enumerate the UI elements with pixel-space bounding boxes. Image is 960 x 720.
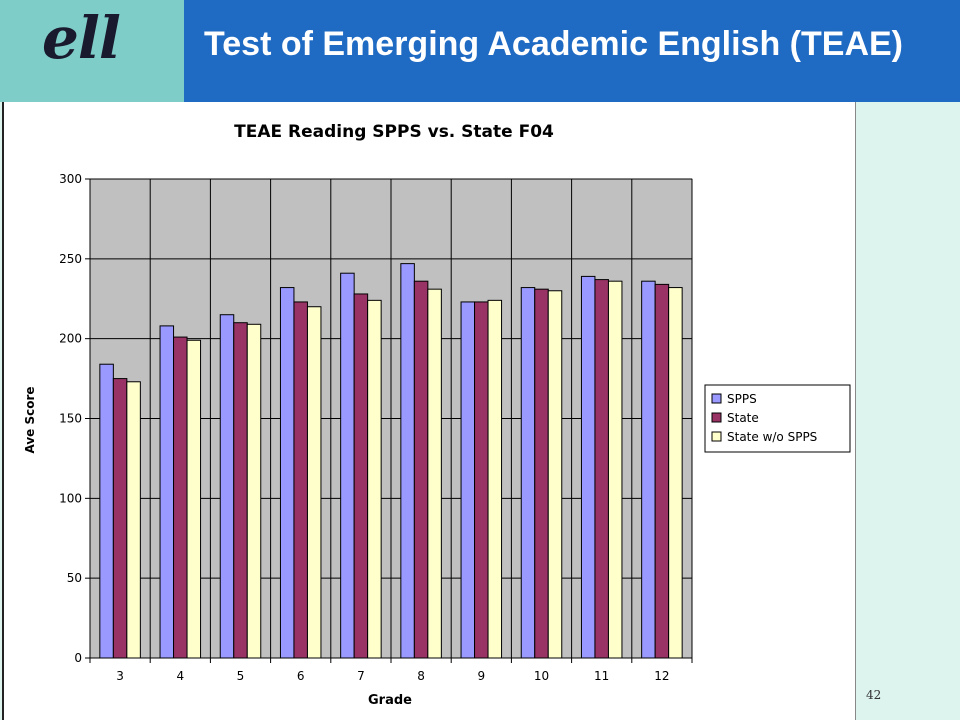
bar-spps-grade-3 — [99, 363, 114, 659]
bar-spps-grade-10 — [520, 287, 536, 659]
y-tick-label: 50 — [67, 571, 82, 585]
plot-area: 0 50 100 150 200 250 300 3 4 5 6 7 8 9 10 11 12 — [59, 172, 693, 683]
bar-state-w-o-spps-grade-12 — [668, 287, 683, 659]
legend-swatch — [711, 393, 722, 404]
bar-chart: TEAE Reading SPPS vs. State F04 0 50 100 15… — [23, 122, 851, 708]
bar-spps-grade-8 — [400, 263, 415, 659]
bar-state-w-o-spps-grade-8 — [427, 288, 442, 659]
legend-label: State — [727, 411, 759, 425]
bar-state-grade-6 — [293, 301, 308, 659]
x-tick-label: 7 — [357, 669, 365, 683]
bar-state-w-o-spps-grade-10 — [547, 290, 563, 659]
bar-state-grade-10 — [534, 288, 549, 659]
bar-state-grade-7 — [353, 293, 369, 659]
x-tick-label: 10 — [534, 669, 549, 683]
bar-state-w-o-spps-grade-9 — [487, 299, 503, 659]
bar-state-w-o-spps-grade-5 — [246, 323, 262, 659]
bar-state-w-o-spps-grade-7 — [367, 299, 382, 659]
x-tick-label: 6 — [297, 669, 305, 683]
logo-box: ell — [0, 0, 184, 102]
bar-state-grade-12 — [654, 283, 670, 659]
legend-swatch — [711, 431, 722, 442]
slide-title: Test of Emerging Academic English (TEAE) — [204, 25, 903, 63]
bar-state-w-o-spps-grade-11 — [607, 280, 623, 659]
bar-spps-grade-4 — [159, 325, 175, 659]
x-axis-label: Grade — [368, 693, 412, 708]
bar-state-grade-5 — [233, 322, 248, 659]
bar-state-w-o-spps-grade-6 — [306, 306, 322, 659]
bar-state-grade-11 — [594, 279, 609, 659]
chart-title: TEAE Reading SPPS vs. State F04 — [234, 122, 554, 142]
bar-state-grade-9 — [474, 301, 489, 659]
y-tick-label: 100 — [59, 491, 82, 505]
legend-label: SPPS — [727, 392, 757, 406]
chart-frame: TEAE Reading SPPS vs. State F04 0 50 100 15… — [2, 102, 856, 720]
y-tick-label: 200 — [59, 332, 82, 346]
bar-state-grade-3 — [112, 378, 128, 659]
bar-spps-grade-5 — [219, 314, 235, 659]
x-tick-label: 8 — [417, 669, 425, 683]
x-tick-label: 4 — [176, 669, 184, 683]
bar-spps-grade-7 — [340, 272, 355, 659]
x-tick-label: 3 — [116, 669, 124, 683]
y-tick-label: 150 — [59, 412, 82, 426]
x-tick-label: 9 — [477, 669, 485, 683]
bar-spps-grade-11 — [580, 275, 596, 659]
y-tick-label: 250 — [59, 252, 82, 266]
x-tick-label: 5 — [237, 669, 245, 683]
legend-label: State w/o SPPS — [727, 430, 817, 444]
legend-box — [704, 384, 851, 453]
y-tick-label: 0 — [74, 651, 82, 665]
x-tick-label: 12 — [654, 669, 669, 683]
x-tick-label: 11 — [594, 669, 609, 683]
title-bar: Test of Emerging Academic English (TEAE) — [184, 0, 960, 102]
legend: SPPS State State w/o SPPS — [704, 384, 851, 453]
bar-spps-grade-6 — [279, 287, 295, 659]
bar-spps-grade-9 — [460, 301, 476, 659]
y-tick-label: 300 — [59, 172, 82, 186]
bar-state-grade-4 — [173, 336, 188, 659]
bar-spps-grade-12 — [641, 280, 656, 659]
logo: ell — [42, 4, 121, 72]
y-axis-label: Ave Score — [23, 386, 37, 453]
legend-swatch — [711, 412, 722, 423]
bar-state-w-o-spps-grade-3 — [126, 381, 141, 659]
bar-state-grade-8 — [413, 280, 429, 659]
bar-state-w-o-spps-grade-4 — [186, 339, 202, 659]
page-number: 42 — [866, 688, 882, 702]
